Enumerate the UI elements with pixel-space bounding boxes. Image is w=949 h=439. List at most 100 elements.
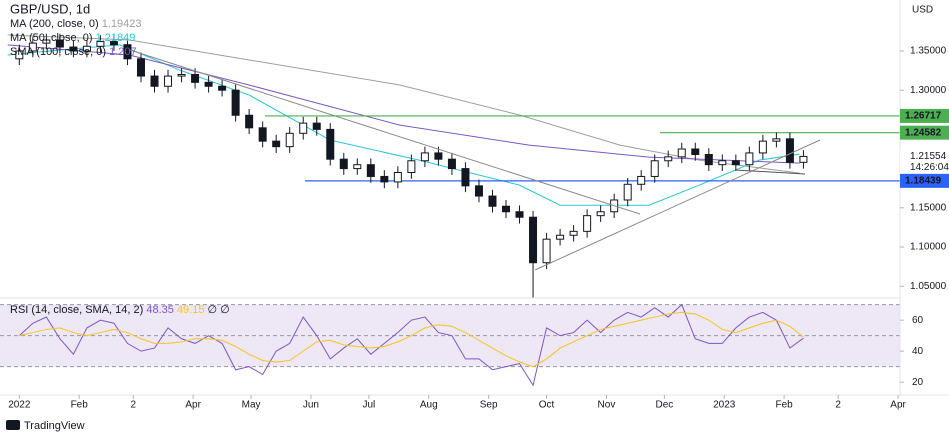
candle-body	[218, 85, 227, 91]
legend-entry: SMA (100, close, 0) 1.207	[10, 46, 137, 58]
candle-body	[123, 44, 132, 60]
candle-body	[393, 172, 402, 183]
last-price: 1.21554	[910, 151, 947, 162]
candle-body	[529, 216, 538, 264]
candle-body	[731, 160, 740, 166]
legend-part: 1.207	[109, 46, 137, 58]
candle-body	[164, 75, 173, 87]
x-tick-label: Apr	[185, 400, 201, 411]
x-tick-label: Dec	[655, 400, 673, 411]
legend-part: SMA (100, close, 0)	[10, 46, 106, 58]
brand-logo	[6, 420, 20, 430]
x-tick-label: Jul	[362, 400, 375, 411]
y-tick-label: 1.05000	[910, 281, 947, 292]
legend-part: 49.15	[177, 304, 205, 316]
rsi-line	[19, 311, 804, 368]
candle-body	[285, 132, 294, 148]
candle-body	[245, 114, 254, 129]
candle-body	[583, 215, 592, 232]
trendline	[734, 169, 806, 175]
legend-part: 48.35	[146, 304, 174, 316]
candle-body	[447, 158, 456, 170]
moving-average	[7, 44, 800, 206]
candle-body	[96, 41, 105, 47]
candle-body	[15, 50, 24, 60]
y-tick-label: 1.35000	[910, 46, 947, 57]
candle-body	[150, 75, 159, 87]
candle-body	[745, 152, 754, 166]
candle-body	[691, 148, 700, 155]
brand-name: TradingView	[24, 420, 85, 432]
candle-body	[177, 74, 186, 77]
candle-body	[407, 160, 416, 174]
legend-entry: MA (50, close, 0) 1.21849	[10, 32, 135, 44]
trendline	[129, 49, 641, 215]
candle-body	[488, 195, 497, 207]
legend-part: RSI (14, close, SMA, 14, 2)	[10, 304, 143, 316]
level-label: 1.26717	[905, 111, 942, 122]
last-price-box	[900, 149, 949, 174]
candle-body	[191, 74, 200, 83]
legend-entry: MA (200, close, 0) 1.19423	[10, 18, 141, 30]
candle-body	[339, 158, 348, 170]
x-tick-label: May	[242, 400, 261, 411]
candle-body	[136, 58, 145, 77]
candle-body	[461, 168, 470, 187]
candle-body	[258, 127, 267, 142]
legend-part: 1.19423	[102, 18, 142, 30]
y-tick-label: 20	[912, 377, 924, 388]
candle-body	[677, 148, 686, 158]
candle-body	[502, 205, 511, 213]
candle-body	[664, 156, 673, 162]
trendline	[534, 139, 821, 271]
candle-body	[82, 45, 91, 52]
level-label: 1.24582	[905, 127, 942, 138]
candle-body	[204, 81, 213, 87]
chart-title: GBP/USD, 1d	[10, 1, 90, 16]
candle-body	[366, 164, 375, 177]
y-tick-label: 1.10000	[910, 242, 947, 253]
level-label: 1.18439	[905, 175, 942, 186]
legend-part: 1.21849	[96, 32, 136, 44]
candle-body	[799, 155, 808, 163]
x-tick-label: 2	[835, 400, 841, 411]
candle-body	[272, 140, 281, 148]
candle-body	[312, 122, 321, 130]
candle-body	[420, 152, 429, 162]
x-tick-label: Feb	[71, 400, 89, 411]
rsi-line	[18, 303, 804, 387]
legend-part: MA (50, close, 0)	[10, 32, 93, 44]
moving-average	[7, 34, 800, 174]
candle-body	[650, 160, 659, 177]
x-tick-label: Feb	[776, 400, 794, 411]
candle-body	[434, 152, 443, 160]
candle-body	[569, 230, 578, 236]
x-tick-label: Jun	[303, 400, 319, 411]
legend-part: ∅ ∅	[208, 304, 230, 316]
candle-body	[542, 238, 551, 264]
candle-body	[299, 122, 308, 134]
x-tick-label: 2022	[8, 400, 31, 411]
legend-part: MA (200, close, 0)	[10, 18, 99, 30]
x-tick-label: Apr	[890, 400, 906, 411]
y-axis-label: USD	[912, 5, 933, 16]
candle-body	[772, 138, 781, 142]
candle-body	[326, 128, 335, 160]
x-tick-label: Nov	[598, 400, 616, 411]
x-tick-label: Sep	[480, 400, 498, 411]
level-label-box	[900, 108, 949, 123]
candle-body	[380, 175, 389, 183]
candle-body	[758, 140, 767, 154]
candle-body	[596, 211, 605, 217]
legend-entry: RSI (14, close, SMA, 14, 2) 48.35 49.15 …	[10, 304, 230, 316]
candle-body	[623, 183, 632, 201]
candle-body	[109, 41, 118, 46]
candle-body	[556, 234, 565, 240]
x-tick-label: Aug	[420, 400, 438, 411]
candle-body	[69, 46, 78, 52]
brand: TradingView	[6, 420, 85, 432]
candle-body	[231, 89, 240, 116]
y-tick-label: 40	[912, 346, 924, 357]
x-tick-label: Oct	[539, 400, 555, 411]
